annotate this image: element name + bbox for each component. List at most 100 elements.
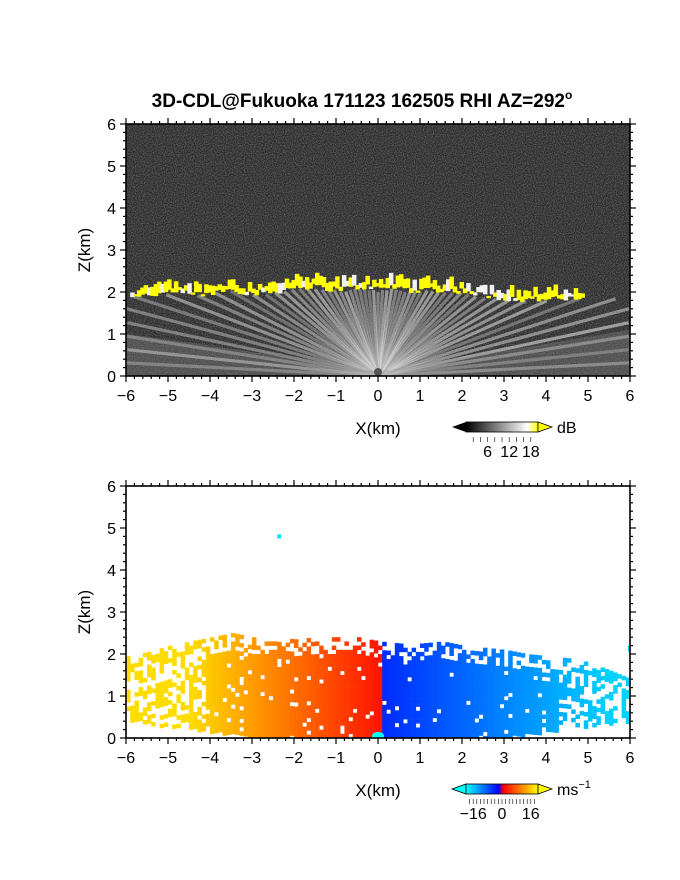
velocity-cell	[424, 647, 429, 652]
velocity-cell	[310, 700, 316, 706]
velocity-cell	[403, 710, 408, 716]
velocity-cell	[222, 634, 228, 640]
snr-colorbar-unit: dB	[557, 420, 577, 437]
velocity-cell	[470, 684, 475, 689]
velocity-cell	[205, 684, 211, 689]
snr-colorbar-low-arrow	[452, 422, 466, 432]
velocity-cell	[432, 688, 438, 693]
velocity-cell	[327, 654, 333, 659]
velocity-cell	[411, 672, 417, 678]
velocity-cell	[243, 648, 249, 653]
velocity-cell	[483, 693, 488, 699]
snr-cloud-cell	[335, 276, 340, 289]
velocity-cell	[235, 638, 240, 643]
velocity-cell	[285, 663, 291, 669]
snr-cloud-cell	[365, 275, 370, 285]
velocity-cell	[264, 733, 270, 738]
velocity-cell	[327, 696, 333, 701]
velocity-cell	[357, 721, 362, 726]
velocity-cell	[369, 736, 375, 738]
velocity-cell	[382, 725, 387, 731]
velocity-cell	[176, 723, 181, 729]
velocity-cell	[180, 714, 186, 719]
velocity-cell	[411, 664, 417, 669]
velocity-cell	[331, 675, 337, 680]
velocity-cell	[462, 666, 467, 672]
velocity-cell	[583, 678, 589, 683]
velocity-x-tick-labels: −6 −5 −4 −3 −2 −1 0 1 2 3 4 5 6	[117, 750, 635, 767]
velocity-cell	[348, 687, 354, 693]
velocity-cell	[592, 722, 597, 728]
velocity-cell	[457, 724, 463, 730]
velocity-cell	[449, 697, 454, 703]
velocity-cell	[247, 732, 253, 738]
velocity-cell	[189, 649, 194, 655]
velocity-cell	[516, 723, 522, 729]
velocity-cell	[205, 705, 211, 710]
velocity-cell	[298, 664, 303, 669]
velocity-cell	[260, 662, 265, 667]
snr-x-tick-label: 3	[500, 388, 509, 405]
velocity-cell	[512, 697, 517, 703]
snr-cloud-cell	[442, 284, 448, 291]
velocity-cell	[474, 697, 480, 702]
velocity-cell	[466, 654, 471, 659]
velocity-cell	[588, 670, 593, 676]
velocity-cell	[474, 705, 480, 711]
velocity-cell	[277, 679, 282, 685]
velocity-cell	[310, 671, 316, 676]
velocity-cell	[298, 731, 303, 736]
velocity-cell	[285, 709, 291, 715]
velocity-cell	[621, 705, 627, 710]
velocity-cell	[214, 682, 219, 688]
velocity-cell	[470, 726, 475, 731]
velocity-cell	[420, 731, 425, 737]
velocity-cell	[205, 680, 211, 685]
velocity-cell	[247, 686, 253, 692]
velocity-cell	[302, 701, 307, 706]
velocity-cell	[466, 662, 471, 668]
velocity-cell	[294, 719, 299, 724]
velocity-cell	[323, 679, 328, 684]
velocity-cell	[226, 705, 232, 710]
velocity-cell	[504, 725, 509, 730]
velocity-cell	[432, 705, 438, 710]
velocity-cell	[260, 683, 265, 688]
velocity-cell	[386, 680, 391, 685]
velocity-cell	[390, 688, 396, 694]
velocity-cell	[562, 661, 568, 667]
velocity-cell	[302, 697, 307, 702]
snr-colorbar-high-arrow	[537, 421, 554, 433]
velocity-cell	[176, 652, 181, 657]
velocity-cell	[357, 675, 362, 680]
velocity-cell	[348, 658, 354, 663]
snr-beam	[126, 307, 379, 376]
snr-cloud-cell	[553, 284, 559, 297]
velocity-cell	[428, 735, 433, 738]
velocity-cell	[361, 667, 366, 672]
velocity-cell	[378, 666, 383, 672]
velocity-cell	[189, 675, 194, 680]
velocity-cell	[554, 673, 559, 679]
velocity-cell	[126, 677, 131, 682]
velocity-cell	[260, 712, 265, 718]
velocity-cell	[319, 662, 324, 667]
velocity-cell	[239, 693, 244, 698]
velocity-cell	[399, 656, 404, 661]
velocity-cell	[554, 703, 559, 708]
velocity-cell	[483, 685, 488, 690]
snr-cloud-cell	[422, 277, 428, 288]
velocity-cell	[352, 721, 358, 726]
velocity-cell	[462, 675, 467, 680]
velocity-cell	[525, 696, 530, 701]
velocity-x-tick-label: 1	[416, 750, 425, 767]
velocity-cell	[365, 706, 370, 711]
velocity-cell	[520, 653, 526, 658]
velocity-cell	[218, 635, 223, 641]
velocity-cell	[499, 729, 505, 734]
velocity-cell	[504, 666, 509, 672]
velocity-cell	[298, 647, 303, 652]
velocity-cell	[499, 733, 505, 738]
velocity-cell	[466, 713, 471, 718]
velocity-cell	[621, 675, 627, 681]
